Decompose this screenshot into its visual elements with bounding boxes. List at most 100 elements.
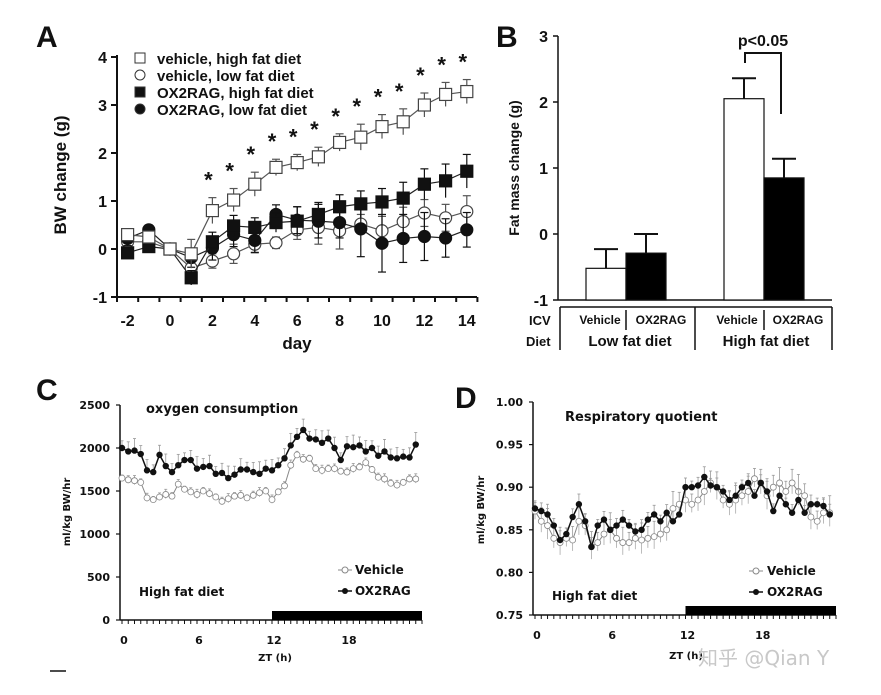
significance-star: * [204,168,213,193]
data-point [396,115,410,129]
data-point [299,455,307,463]
icv-vehicle-high: Vehicle [716,313,758,327]
legend-vehicle-marker [341,566,349,574]
data-point [287,461,295,469]
data-point [137,478,145,486]
data-point [343,443,351,450]
legend-ox2rag-marker [753,589,759,595]
data-point [460,164,474,178]
data-point [813,517,821,525]
x-tick-label: 0 [120,634,128,647]
icv-vehicle-low: Vehicle [579,313,621,327]
y-tick-label: 1000 [79,528,110,541]
data-point [638,526,645,533]
data-point [638,536,646,544]
y-tick-label: 0.75 [496,609,523,622]
data-point [788,479,796,487]
data-point [354,222,368,236]
y-tick-label: 1 [98,194,107,211]
data-point [274,488,282,496]
data-point [807,513,815,521]
data-point [168,492,176,500]
y-tick-label: 0 [102,614,110,627]
data-point [331,444,338,452]
data-point [682,484,689,491]
data-point [537,517,545,525]
legend-label: OX2RAG, low fat diet [157,102,307,119]
data-point [354,130,368,144]
data-point [707,482,714,489]
data-point [644,516,652,523]
y-tick-label: 0.90 [496,481,523,494]
y-tick-label: 4 [98,50,107,67]
significance-star: * [374,85,383,110]
legend-ox2rag-label: OX2RAG [767,585,823,599]
legend-vehicle-marker [752,567,760,575]
data-point [694,482,702,489]
data-point [324,465,332,473]
y-tick-label: 0.85 [496,524,523,537]
panel-a-letter: A [36,21,58,54]
y-tick-label: 0.95 [496,439,523,452]
data-point [688,500,696,508]
data-point [556,536,564,544]
data-point [306,454,313,462]
data-point [374,473,382,481]
data-point [349,465,357,473]
x-tick-label: 10 [373,313,391,330]
data-point [776,479,783,487]
y-tick-label: 1.00 [496,396,523,409]
data-point [237,466,244,473]
panel-d-letter: D [455,382,477,415]
panel-a-series: * * * * * * * * * * * * * [120,50,474,285]
panel-c-axes: 0 500 1000 1500 2000 2500 0 6 12 18 [79,399,423,647]
data-point [354,197,368,211]
data-point [356,463,363,471]
data-point [325,435,332,442]
y-tick-label: -1 [93,290,107,307]
x-tick-label: 12 [266,634,281,647]
data-point [581,518,589,525]
data-point [763,488,771,495]
data-point [174,480,182,488]
y-tick-label: 0 [98,242,107,259]
significance-star: * [353,94,362,119]
legend-marker [134,69,146,81]
data-point [782,488,790,495]
data-point [813,501,821,508]
data-point [460,84,474,99]
data-point [625,539,633,546]
data-point [225,474,232,482]
panel-d-legend: Vehicle OX2RAG [749,564,823,599]
data-point [131,447,138,454]
data-point [243,466,251,473]
data-point [594,539,602,546]
data-point [531,505,539,512]
data-point [607,526,614,533]
data-point [356,442,363,449]
data-point [200,463,207,471]
data-point [156,451,163,459]
bar-ox2rag-high-fat [763,177,805,301]
y-tick-label: 3 [98,98,107,115]
data-point [250,468,257,476]
data-point [318,439,326,447]
data-point [318,466,326,474]
data-point [393,481,401,489]
data-point [118,444,126,452]
data-point [343,468,351,476]
data-point [333,135,347,150]
data-point [399,478,407,486]
data-point [757,479,764,487]
data-point [644,534,652,542]
data-point [732,492,739,499]
data-point [193,491,201,498]
panel-c-ylabel: ml/kg BW/hr [62,478,73,547]
data-point [669,518,677,525]
legend-marker [134,103,146,115]
data-point [569,513,576,521]
data-point [744,488,752,495]
data-point [293,451,301,459]
